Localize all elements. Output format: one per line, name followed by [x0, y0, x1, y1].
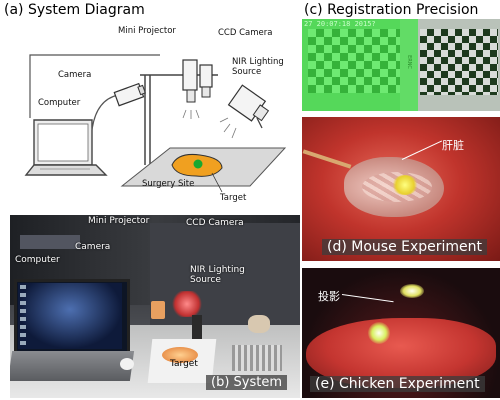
laptop-icon [24, 119, 108, 176]
label-nir-lighting: NIR Lighting Source [232, 57, 284, 77]
mini-projector-icon [182, 59, 198, 103]
target-dot [193, 159, 203, 169]
photo-label-camera: Camera [75, 242, 111, 252]
signal-cable [29, 54, 160, 118]
label-target: Target [220, 193, 247, 203]
panel-c-title: (c) Registration Precision [304, 2, 479, 18]
green-checkerboard [308, 29, 400, 93]
panel-c-photo: ERNC 27 20:07:18 2015? [302, 19, 500, 111]
panel-a: (a) System Diagram [0, 0, 300, 212]
camera-icon [113, 82, 146, 107]
photo-label-nir-lighting: NIR Lighting Source [190, 265, 245, 286]
panel-d-photo: 肝脏 (d) Mouse Experiment [302, 117, 500, 261]
timestamp: 27 20:07:18 2015? [304, 20, 376, 28]
camera-cable [91, 94, 119, 131]
side-text: ERNC [405, 55, 412, 69]
photo-label-mini-projector: Mini Projector [88, 216, 150, 226]
ccd-camera-icon [199, 64, 213, 98]
photo-label-computer: Computer [15, 255, 60, 265]
liver-glow [392, 175, 418, 195]
panel-b-caption: (b) System [206, 375, 288, 390]
panel-e-caption: (e) Chicken Experiment [310, 376, 485, 392]
panel-d-caption: (d) Mouse Experiment [322, 239, 488, 255]
chicken-glow [368, 322, 390, 344]
panel-d-annotation: 肝脏 [442, 139, 464, 152]
photo-label-target: Target [170, 359, 198, 369]
panel-b-photo: Mini Projector CCD Camera Camera Compute… [10, 215, 300, 398]
nir-light-icon [227, 84, 270, 122]
dark-checkerboard [420, 29, 498, 95]
panel-a-title: (a) System Diagram [4, 2, 145, 18]
label-mini-projector: Mini Projector [118, 26, 176, 36]
panel-e-annotation: 投影 [318, 290, 340, 303]
label-ccd-camera: CCD Camera [218, 28, 273, 38]
label-surgery-site: Surgery Site [142, 179, 195, 189]
label-camera: Camera [58, 70, 92, 80]
label-computer: Computer [38, 98, 81, 108]
panel-e-photo: 投影 (e) Chicken Experiment [302, 268, 500, 398]
photo-label-ccd-camera: CCD Camera [186, 218, 244, 228]
system-diagram [24, 54, 287, 193]
